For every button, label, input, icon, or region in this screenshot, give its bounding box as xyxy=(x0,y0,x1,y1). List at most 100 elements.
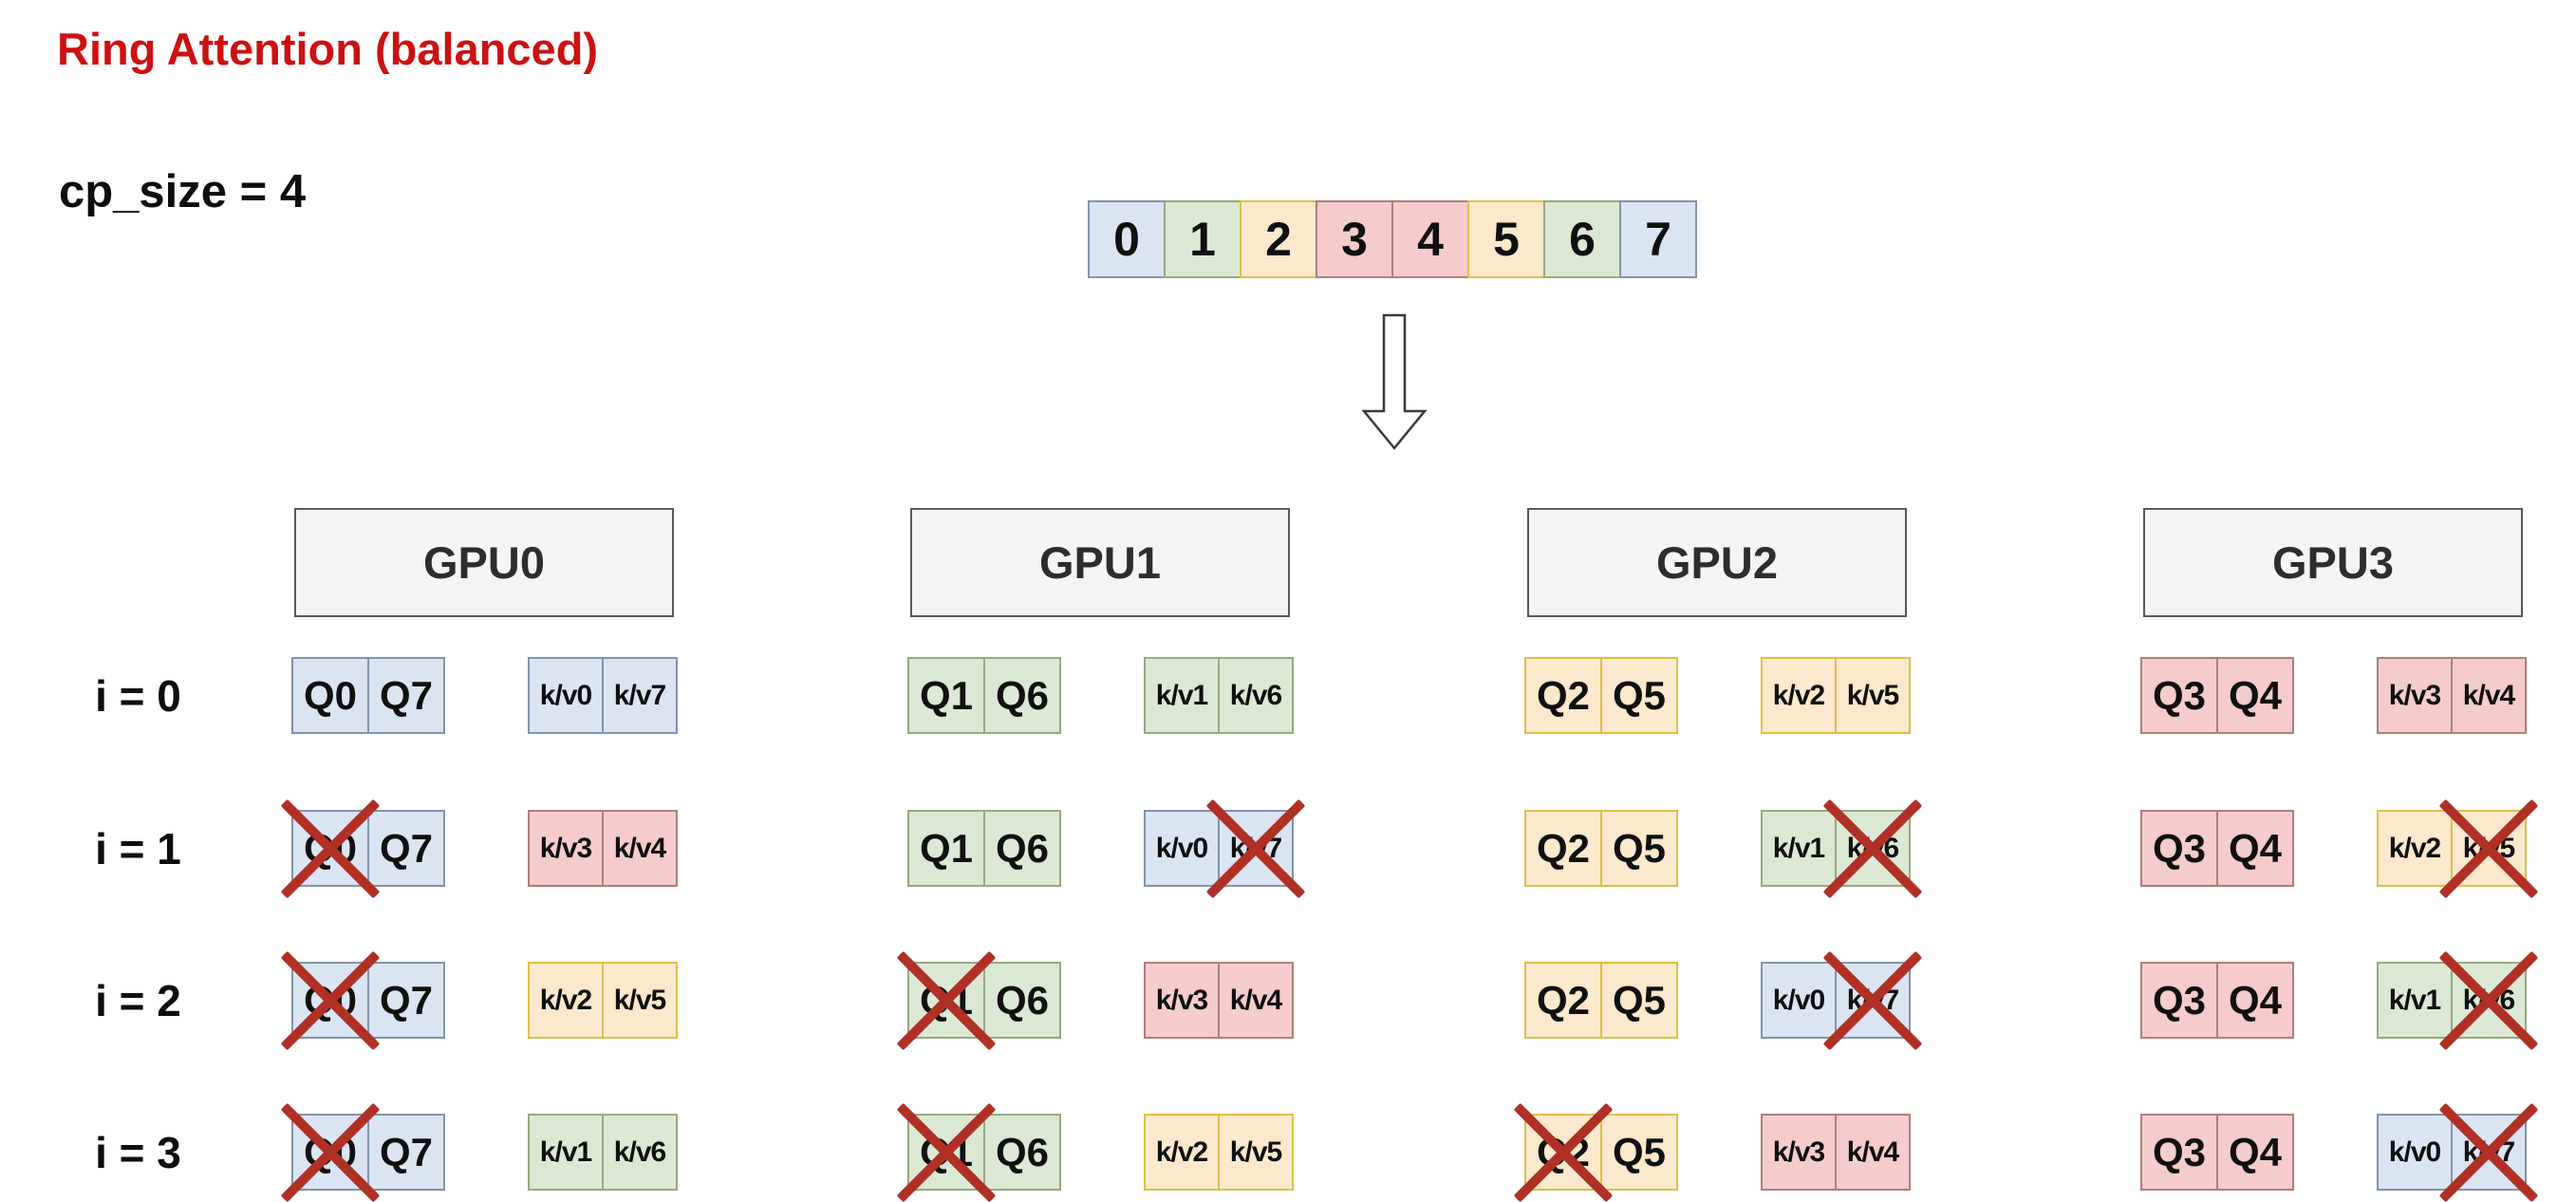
q-block: Q1 Q6 xyxy=(907,657,1061,734)
kv-block: k/v1 k/v6 xyxy=(1761,810,1911,887)
kv-block: k/v0 k/v7 xyxy=(1144,810,1294,887)
q-cell: Q7 xyxy=(367,1114,445,1191)
kv-block: k/v0 k/v7 xyxy=(2377,1114,2527,1191)
kv-cell: k/v2 xyxy=(1144,1114,1220,1191)
q-cell: Q7 xyxy=(367,810,445,887)
kv-cell: k/v5 xyxy=(2451,810,2527,887)
q-block: Q3 Q4 xyxy=(2140,1114,2294,1191)
kv-cell: k/v5 xyxy=(1218,1114,1294,1191)
q-block: Q0 Q7 xyxy=(291,657,445,734)
q-cell: Q1 xyxy=(907,657,985,734)
q-cell: Q4 xyxy=(2216,810,2294,887)
q-cell: Q2 xyxy=(1524,810,1602,887)
kv-cell: k/v3 xyxy=(1761,1114,1837,1191)
kv-block: k/v3 k/v4 xyxy=(528,810,678,887)
kv-cell: k/v0 xyxy=(528,657,604,734)
row-label-i3: i = 3 xyxy=(95,1127,181,1177)
kv-cell: k/v7 xyxy=(602,657,678,734)
kv-block: k/v2 k/v5 xyxy=(528,962,678,1039)
q-cell: Q5 xyxy=(1600,810,1678,887)
kv-cell: k/v5 xyxy=(1835,657,1911,734)
q-cell: Q2 xyxy=(1524,962,1602,1039)
row-label-i2: i = 2 xyxy=(95,975,181,1025)
q-block: Q0 Q7 xyxy=(291,962,445,1039)
kv-cell: k/v6 xyxy=(602,1114,678,1191)
q-block: Q2 Q5 xyxy=(1524,962,1678,1039)
sequence-cell: 4 xyxy=(1391,200,1469,278)
gpu3-header: GPU3 xyxy=(2143,508,2523,617)
kv-block: k/v0 k/v7 xyxy=(528,657,678,734)
q-cell: Q2 xyxy=(1524,657,1602,734)
q-cell: Q3 xyxy=(2140,1114,2218,1191)
kv-block: k/v2 k/v5 xyxy=(1144,1114,1294,1191)
q-block: Q3 Q4 xyxy=(2140,810,2294,887)
kv-block: k/v1 k/v6 xyxy=(2377,962,2527,1039)
q-cell: Q1 xyxy=(907,962,985,1039)
q-block: Q1 Q6 xyxy=(907,810,1061,887)
q-cell: Q3 xyxy=(2140,657,2218,734)
q-cell: Q5 xyxy=(1600,962,1678,1039)
gpu2-header: GPU2 xyxy=(1527,508,1907,617)
kv-cell: k/v1 xyxy=(1144,657,1220,734)
q-block: Q2 Q5 xyxy=(1524,810,1678,887)
sequence-cell: 6 xyxy=(1543,200,1621,278)
kv-cell: k/v1 xyxy=(2377,962,2453,1039)
q-cell: Q1 xyxy=(907,810,985,887)
page-title: Ring Attention (balanced) xyxy=(57,24,599,74)
kv-block: k/v3 k/v4 xyxy=(2377,657,2527,734)
kv-block: k/v1 k/v6 xyxy=(528,1114,678,1191)
kv-block: k/v0 k/v7 xyxy=(1761,962,1911,1039)
q-cell: Q4 xyxy=(2216,1114,2294,1191)
kv-cell: k/v2 xyxy=(1761,657,1837,734)
q-cell: Q0 xyxy=(291,1114,369,1191)
kv-cell: k/v7 xyxy=(2451,1114,2527,1191)
kv-cell: k/v0 xyxy=(1761,962,1837,1039)
q-block: Q3 Q4 xyxy=(2140,962,2294,1039)
kv-cell: k/v0 xyxy=(2377,1114,2453,1191)
kv-block: k/v2 k/v5 xyxy=(1761,657,1911,734)
gpu1-header: GPU1 xyxy=(910,508,1290,617)
q-cell: Q4 xyxy=(2216,962,2294,1039)
kv-cell: k/v4 xyxy=(2451,657,2527,734)
down-arrow-icon xyxy=(1361,313,1428,450)
kv-cell: k/v3 xyxy=(1144,962,1220,1039)
q-cell: Q6 xyxy=(983,657,1061,734)
q-cell: Q0 xyxy=(291,657,369,734)
kv-cell: k/v2 xyxy=(2377,810,2453,887)
kv-cell: k/v0 xyxy=(1144,810,1220,887)
q-cell: Q1 xyxy=(907,1114,985,1191)
sequence-cell: 0 xyxy=(1088,200,1166,278)
sequence-cell: 5 xyxy=(1467,200,1545,278)
gpu0-header: GPU0 xyxy=(294,508,674,617)
q-block: Q2 Q5 xyxy=(1524,657,1678,734)
q-block: Q3 Q4 xyxy=(2140,657,2294,734)
q-cell: Q7 xyxy=(367,657,445,734)
kv-block: k/v2 k/v5 xyxy=(2377,810,2527,887)
cp-size-label: cp_size = 4 xyxy=(59,166,307,217)
kv-cell: k/v3 xyxy=(2377,657,2453,734)
q-block: Q0 Q7 xyxy=(291,810,445,887)
q-cell: Q0 xyxy=(291,810,369,887)
q-cell: Q2 xyxy=(1524,1114,1602,1191)
q-block: Q0 Q7 xyxy=(291,1114,445,1191)
kv-cell: k/v5 xyxy=(602,962,678,1039)
kv-cell: k/v6 xyxy=(1218,657,1294,734)
q-block: Q1 Q6 xyxy=(907,1114,1061,1191)
kv-cell: k/v2 xyxy=(528,962,604,1039)
q-cell: Q5 xyxy=(1600,657,1678,734)
q-cell: Q0 xyxy=(291,962,369,1039)
kv-cell: k/v6 xyxy=(1835,810,1911,887)
kv-cell: k/v7 xyxy=(1835,962,1911,1039)
q-cell: Q6 xyxy=(983,1114,1061,1191)
sequence-cell: 1 xyxy=(1164,200,1241,278)
kv-cell: k/v1 xyxy=(1761,810,1837,887)
q-cell: Q6 xyxy=(983,962,1061,1039)
sequence-cell: 2 xyxy=(1240,200,1317,278)
q-block: Q2 Q5 xyxy=(1524,1114,1678,1191)
q-cell: Q5 xyxy=(1600,1114,1678,1191)
q-cell: Q3 xyxy=(2140,810,2218,887)
row-label-i1: i = 1 xyxy=(95,823,181,873)
kv-cell: k/v4 xyxy=(1218,962,1294,1039)
q-block: Q1 Q6 xyxy=(907,962,1061,1039)
kv-cell: k/v4 xyxy=(1835,1114,1911,1191)
